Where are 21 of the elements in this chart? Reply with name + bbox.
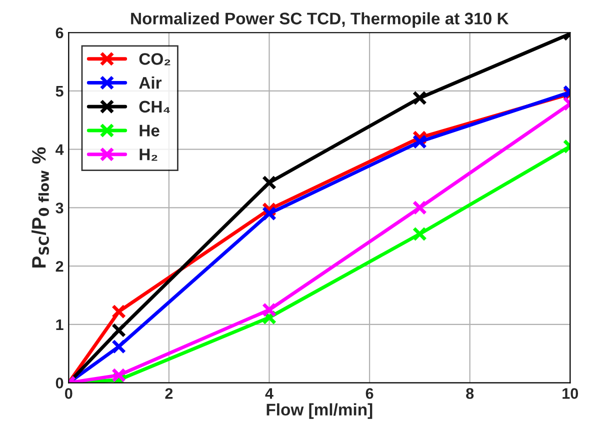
- x-tick-label: 2: [165, 388, 173, 399]
- legend-label: He: [140, 124, 160, 136]
- y-tick-label: 6: [56, 27, 64, 38]
- chart-title: Normalized Power SC TCD, Thermopile at 310 K: [131, 12, 509, 28]
- y-axis-title: P$_{SC}$/P$_{0 flow}$ %: [32, 147, 49, 268]
- x-tick-label: 8: [466, 388, 474, 399]
- y-tick-label: 2: [56, 260, 64, 272]
- y-tick-label: 5: [56, 86, 64, 97]
- x-axis-title: Flow [ml/min]: [266, 403, 372, 419]
- legend-label: CH₄: [139, 100, 170, 113]
- y-tick-label: 1: [56, 319, 64, 330]
- x-tick-label: 6: [366, 388, 374, 399]
- x-tick-label: 0: [65, 388, 72, 399]
- x-tick-label: 10: [562, 388, 578, 399]
- legend-label: CO₂: [139, 53, 170, 66]
- x-tick-label: 4: [265, 388, 274, 399]
- legend-label: Air: [139, 76, 162, 89]
- legend-label: H₂: [140, 148, 158, 161]
- y-tick-label: 0: [56, 378, 64, 388]
- y-tick-label: 4: [56, 144, 64, 155]
- y-tick-label: 3: [56, 202, 64, 214]
